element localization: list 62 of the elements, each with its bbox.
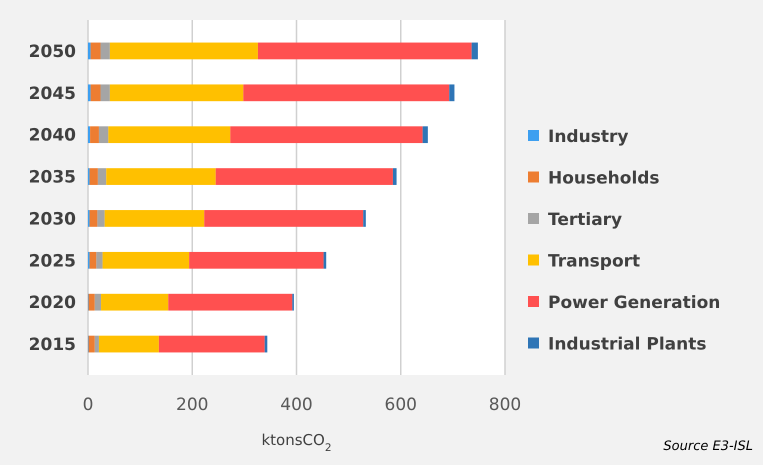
x-tick-label: 200 xyxy=(176,395,208,415)
y-tick-label: 2035 xyxy=(28,168,76,188)
legend-label: Industrial Plants xyxy=(548,334,706,354)
bar xyxy=(102,252,190,269)
bar xyxy=(449,84,454,102)
bar xyxy=(90,168,98,185)
bar xyxy=(106,168,216,185)
bar xyxy=(324,252,326,269)
bar xyxy=(472,42,478,60)
bar xyxy=(422,126,428,144)
bar xyxy=(90,126,99,144)
bar xyxy=(110,42,258,60)
bar xyxy=(168,294,292,311)
bar xyxy=(94,294,102,311)
legend-label: Tertiary xyxy=(548,210,622,230)
legend-label: Power Generation xyxy=(548,292,720,313)
bar xyxy=(90,84,101,102)
bar xyxy=(88,42,91,60)
x-tick-label: 0 xyxy=(82,395,94,415)
bar xyxy=(230,126,423,144)
bar xyxy=(88,84,91,102)
y-tick-label: 2045 xyxy=(28,84,76,104)
bar xyxy=(90,252,96,269)
x-axis-title: ktonsCO$_{2}$ xyxy=(261,431,332,454)
bar xyxy=(104,210,204,227)
y-tick-label: 2030 xyxy=(28,209,76,230)
bar xyxy=(216,168,393,185)
bar xyxy=(204,210,364,227)
bar xyxy=(88,336,95,352)
bar xyxy=(243,84,450,102)
bar xyxy=(90,42,101,60)
legend-label: Transport xyxy=(548,251,640,272)
bar xyxy=(100,84,110,102)
bar xyxy=(100,42,110,60)
bar xyxy=(108,126,230,144)
y-tick-label: 2015 xyxy=(28,335,76,356)
bar xyxy=(189,252,324,269)
source-note: Source E3-ISL xyxy=(663,439,753,454)
bar xyxy=(101,294,168,311)
bar xyxy=(264,336,268,352)
y-tick-label: 2025 xyxy=(28,251,76,272)
x-tick-label: 800 xyxy=(488,395,522,415)
legend-label: Households xyxy=(548,168,660,188)
bar xyxy=(97,210,105,227)
bar xyxy=(90,210,98,227)
x-tick-label: 400 xyxy=(280,395,313,415)
bar xyxy=(158,336,265,352)
x-tick-label: 600 xyxy=(384,395,417,415)
bar xyxy=(98,126,108,144)
bar xyxy=(98,168,106,185)
y-tick-label: 2020 xyxy=(28,293,76,314)
bar xyxy=(94,336,99,352)
y-tick-label: 2040 xyxy=(28,126,76,146)
bar xyxy=(110,84,244,102)
bar xyxy=(363,210,366,227)
bar xyxy=(258,42,472,60)
bar xyxy=(88,294,95,311)
legend-label: Industry xyxy=(548,126,628,147)
y-tick-label: 2050 xyxy=(28,42,76,62)
bar xyxy=(392,168,397,185)
bar xyxy=(96,252,103,269)
bar xyxy=(98,336,159,352)
